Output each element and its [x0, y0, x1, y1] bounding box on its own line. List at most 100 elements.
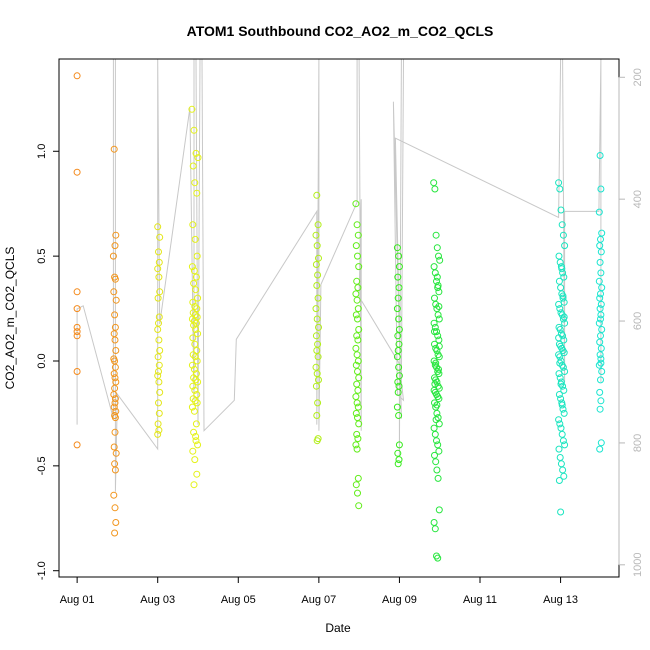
x-tick-label: Aug 05	[221, 594, 256, 606]
data-point	[430, 357, 438, 365]
y-axis: -1.0 -0.5 0.0 0.5 1.0	[36, 144, 60, 580]
data-point	[155, 409, 163, 417]
data-point	[355, 326, 363, 333]
data-point	[558, 311, 566, 319]
data-point	[559, 294, 567, 302]
data-point	[433, 305, 441, 313]
data-point	[560, 472, 568, 480]
series-1	[109, 145, 120, 537]
data-point	[155, 258, 163, 266]
x-tick-label: Aug 03	[140, 594, 175, 606]
data-point	[189, 298, 197, 306]
data-point	[111, 428, 119, 436]
data-point	[597, 397, 605, 405]
data-point	[313, 437, 321, 445]
data-point	[353, 296, 361, 304]
data-point	[434, 414, 442, 422]
y-tick-label: -1.0	[36, 561, 48, 580]
data-point	[393, 305, 401, 313]
data-point	[314, 271, 322, 279]
data-point	[435, 252, 442, 260]
data-point	[395, 315, 403, 323]
data-point	[558, 221, 566, 229]
data-point	[556, 420, 564, 428]
data-point	[598, 229, 606, 237]
data-point	[394, 294, 402, 302]
data-point	[111, 311, 119, 319]
data-point	[430, 519, 438, 526]
data-point	[395, 263, 403, 271]
data-point	[312, 261, 320, 268]
data-point	[190, 317, 198, 325]
data-point	[73, 323, 81, 331]
data-point	[431, 328, 438, 336]
data-point	[433, 378, 441, 386]
data-point	[189, 382, 197, 390]
data-point	[110, 330, 118, 338]
data-point	[193, 305, 201, 313]
data-point	[555, 334, 563, 342]
data-point	[313, 282, 321, 289]
data-point	[555, 300, 563, 308]
x-tick-label: Aug 09	[382, 594, 417, 606]
chart-title: ATOM1 Southbound CO2_AO2_m_CO2_QCLS	[187, 23, 494, 39]
data-point	[596, 338, 604, 346]
data-point	[435, 395, 443, 403]
data-point	[111, 529, 119, 537]
series-5	[352, 200, 363, 510]
data-point	[555, 252, 563, 260]
data-point	[394, 460, 402, 468]
data-point	[191, 386, 199, 394]
data-point	[555, 416, 563, 424]
data-point	[156, 288, 164, 296]
data-point	[596, 305, 604, 313]
data-point	[556, 454, 564, 461]
x-tick-label: Aug 01	[60, 594, 95, 606]
data-point	[73, 368, 81, 375]
data-point	[189, 447, 197, 455]
data-point	[597, 376, 604, 384]
data-point	[73, 288, 81, 296]
data-point	[435, 353, 443, 361]
data-point	[561, 441, 569, 449]
data-point	[110, 288, 118, 296]
right-tick-label: 1000	[632, 553, 644, 577]
data-point	[395, 363, 403, 371]
data-point	[596, 294, 604, 302]
data-point	[596, 242, 604, 250]
data-point	[435, 370, 443, 378]
data-point	[193, 252, 201, 260]
data-point	[431, 451, 438, 459]
data-point	[556, 258, 564, 266]
data-point	[598, 368, 606, 375]
data-point	[556, 353, 564, 361]
data-point	[434, 474, 442, 482]
data-point	[156, 233, 164, 241]
data-point	[595, 361, 603, 369]
data-point	[596, 258, 604, 266]
data-point	[430, 319, 438, 327]
data-point	[354, 368, 361, 375]
data-point	[557, 380, 565, 388]
data-point	[432, 458, 440, 466]
data-point	[191, 235, 199, 243]
data-point	[189, 221, 197, 229]
data-point	[353, 351, 361, 359]
data-point	[432, 416, 440, 424]
data-point	[595, 277, 603, 285]
y-tick-label: 0.5	[36, 248, 48, 263]
data-point	[73, 328, 81, 336]
data-point	[154, 372, 162, 380]
data-point	[393, 353, 401, 361]
data-point	[194, 441, 202, 449]
data-point	[559, 466, 567, 474]
right-tick-label: 200	[632, 68, 644, 86]
data-point	[431, 323, 439, 331]
right-tick-label: 400	[632, 190, 644, 208]
data-point	[355, 502, 363, 510]
data-point	[73, 305, 81, 313]
data-point	[354, 386, 362, 394]
data-point	[194, 154, 202, 162]
data-point	[188, 105, 196, 113]
data-point	[560, 273, 568, 281]
